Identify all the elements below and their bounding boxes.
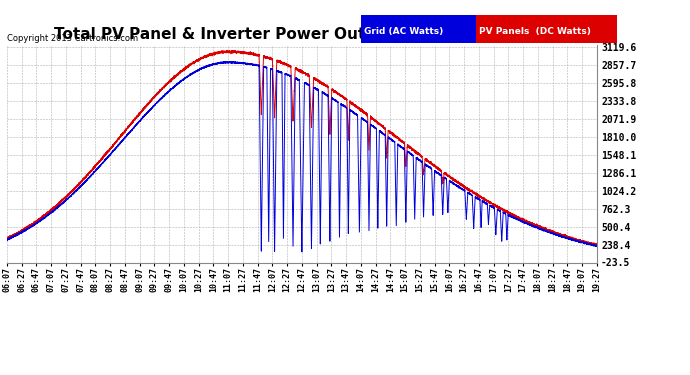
Text: PV Panels  (DC Watts): PV Panels (DC Watts) <box>480 27 591 36</box>
Text: Copyright 2013 Cartronics.com: Copyright 2013 Cartronics.com <box>7 34 138 43</box>
Title: Total PV Panel & Inverter Power Output Tue Aug 20 19:45: Total PV Panel & Inverter Power Output T… <box>55 27 549 42</box>
Text: Grid (AC Watts): Grid (AC Watts) <box>364 27 444 36</box>
